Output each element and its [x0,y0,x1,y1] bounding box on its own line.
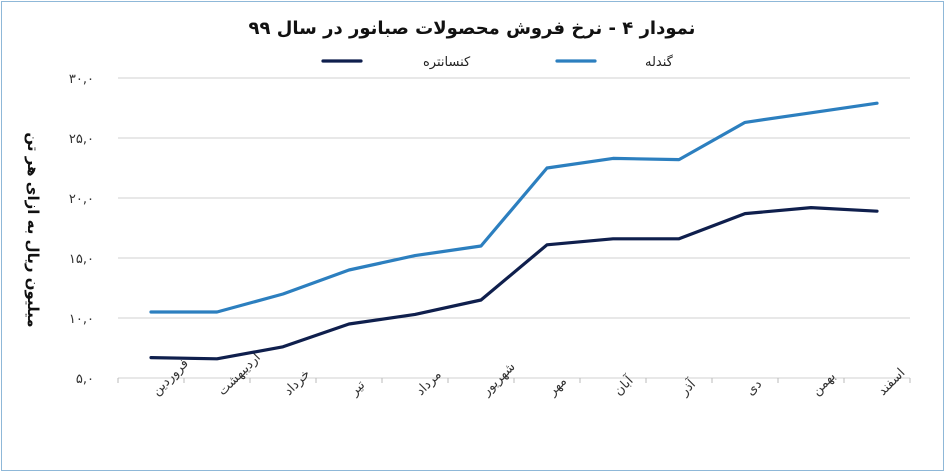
legend: کنسانتره گندله [321,54,674,70]
legend-label: کنسانتره [423,55,471,70]
series-lines [149,101,879,361]
y-axis-label: میلیون ریال به ازای هر تن [24,132,42,327]
x-tick-label: خرداد [281,367,313,399]
y-tick-label: ۱۵,۰ [69,252,94,267]
legend-label: گندله [645,54,674,70]
x-tick-label: تیر [347,378,369,400]
x-tick-label: مرداد [413,367,444,398]
y-tick-label: ۲۰,۰ [69,192,94,207]
x-tick-label: دی [743,377,765,399]
series-line [149,206,879,361]
x-tick-label: بهمن [809,369,839,399]
x-tick-label: شهریور [479,359,519,399]
y-tick-label: ۳۰,۰ [69,72,94,87]
y-tick-label: ۵,۰ [76,372,94,387]
series-line [149,101,879,314]
x-tick-labels: فروردین اردیبهشت خرداد تیر مرداد شهریور مهر آبا… [149,350,908,399]
y-tick-label: ۲۵,۰ [69,132,94,147]
y-tick-label: ۱۰,۰ [69,312,94,327]
x-tick-label: آبان [610,371,638,399]
chart-title: نمودار ۴ - نرخ فروش محصولات صبانور در سا… [249,18,696,39]
x-tick-label: اسفند [875,366,908,399]
grid-lines [117,77,911,383]
y-tick-labels: ۵,۰ ۱۰,۰ ۱۵,۰ ۲۰,۰ ۲۵,۰ ۳۰,۰ [69,72,94,387]
